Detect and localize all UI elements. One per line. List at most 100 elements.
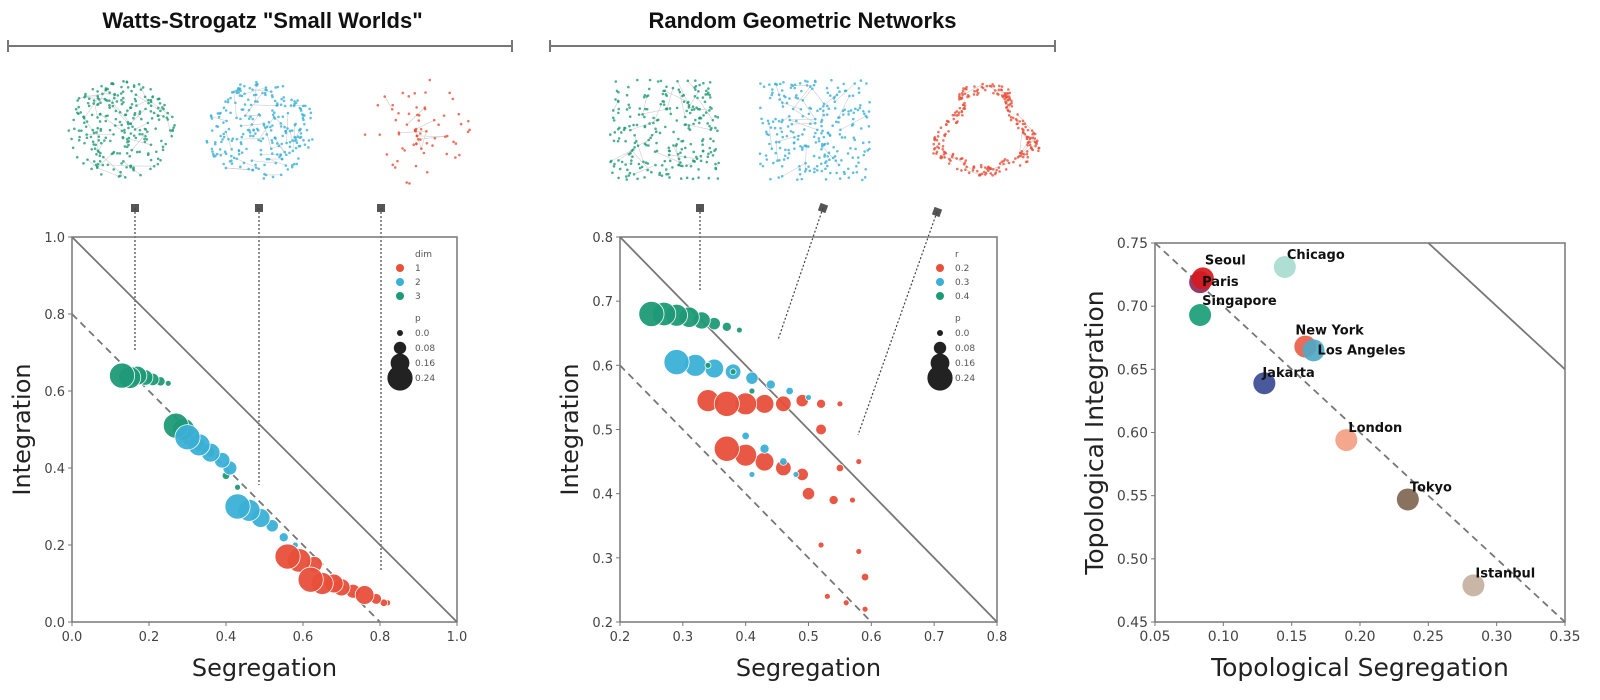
network-node xyxy=(243,92,246,96)
network-node xyxy=(83,121,86,124)
network-node xyxy=(661,99,665,103)
network-node xyxy=(660,164,664,167)
network-node xyxy=(452,140,455,144)
network-node xyxy=(252,134,255,138)
legend-marker xyxy=(396,264,404,272)
network-node xyxy=(782,80,785,84)
network-node xyxy=(826,164,829,168)
x-tick-label: 0.35 xyxy=(1549,629,1580,645)
network-node xyxy=(825,113,829,116)
network-node xyxy=(854,107,857,111)
network-node xyxy=(655,118,659,122)
network-node xyxy=(127,143,130,147)
network-node xyxy=(801,146,804,149)
legend-label: 2 xyxy=(415,278,421,288)
network-node xyxy=(73,127,76,131)
network-node xyxy=(457,112,461,116)
network-node xyxy=(981,82,984,86)
network-node xyxy=(249,115,252,118)
network-node xyxy=(999,88,1003,92)
network-node xyxy=(138,110,142,113)
network-node xyxy=(251,117,255,121)
network-node xyxy=(444,135,447,138)
network-edge xyxy=(398,130,427,134)
network-node xyxy=(612,139,616,143)
network-node xyxy=(75,155,79,159)
network-node xyxy=(139,88,143,91)
network-node xyxy=(205,141,209,144)
network-edge xyxy=(244,87,267,95)
data-point xyxy=(817,541,825,549)
network-node xyxy=(771,88,774,91)
network-node xyxy=(955,167,959,171)
network-node xyxy=(1004,100,1007,104)
network-node xyxy=(864,168,867,171)
network-node xyxy=(768,83,771,86)
network-node xyxy=(234,101,237,105)
x-tick-label: 0.10 xyxy=(1208,629,1239,645)
network-node xyxy=(796,178,799,181)
network-node xyxy=(693,118,697,122)
network-node xyxy=(248,131,252,134)
network-edge xyxy=(782,102,801,110)
network-node xyxy=(612,165,616,168)
network-node xyxy=(965,85,968,89)
x-tick-label: 0.2 xyxy=(139,630,160,645)
network-node xyxy=(130,89,133,93)
network-node xyxy=(681,139,685,143)
network-node xyxy=(614,98,617,101)
network-node xyxy=(265,133,269,136)
data-point xyxy=(278,532,289,543)
network-node xyxy=(667,153,671,157)
network-node xyxy=(123,131,126,134)
network-edge xyxy=(631,150,652,173)
network-node xyxy=(99,151,102,155)
network-node xyxy=(425,129,428,133)
city-point xyxy=(1191,267,1214,290)
network-node xyxy=(417,119,421,122)
network-node xyxy=(139,173,142,177)
network-node xyxy=(420,147,423,150)
network-node xyxy=(654,130,658,134)
network-node xyxy=(714,115,717,118)
network-node xyxy=(625,178,629,181)
network-node xyxy=(1028,137,1032,141)
network-node xyxy=(95,131,98,134)
network-node xyxy=(113,93,116,97)
network-node xyxy=(239,89,242,93)
network-node xyxy=(608,133,612,136)
network-node xyxy=(67,129,71,132)
network-node xyxy=(401,147,404,150)
network-node xyxy=(654,127,657,131)
network-node xyxy=(100,173,103,176)
network-node xyxy=(1018,164,1022,167)
network-node xyxy=(788,97,791,100)
network-node xyxy=(279,154,283,157)
network-node xyxy=(254,93,258,97)
network-node xyxy=(801,99,804,102)
network-node xyxy=(827,151,831,155)
network-node xyxy=(249,103,253,107)
network-node xyxy=(650,170,653,174)
network-node xyxy=(262,124,266,127)
network-node xyxy=(285,141,288,145)
network-node xyxy=(138,132,142,136)
network-node xyxy=(149,104,153,108)
network-node xyxy=(796,138,800,141)
network-node xyxy=(716,177,720,180)
network-node xyxy=(143,95,147,99)
network-node xyxy=(709,150,713,154)
network-node xyxy=(714,166,717,170)
network-node xyxy=(276,103,279,107)
network-edge xyxy=(666,88,674,110)
network-node xyxy=(120,123,124,127)
data-point xyxy=(815,423,827,436)
network-node xyxy=(210,147,214,151)
data-point xyxy=(735,326,743,334)
network-node xyxy=(634,139,638,143)
solid-reference-line xyxy=(620,237,997,622)
data-point xyxy=(816,398,827,409)
network-node xyxy=(955,110,959,113)
network-node xyxy=(687,104,691,107)
network-edge xyxy=(940,157,957,159)
